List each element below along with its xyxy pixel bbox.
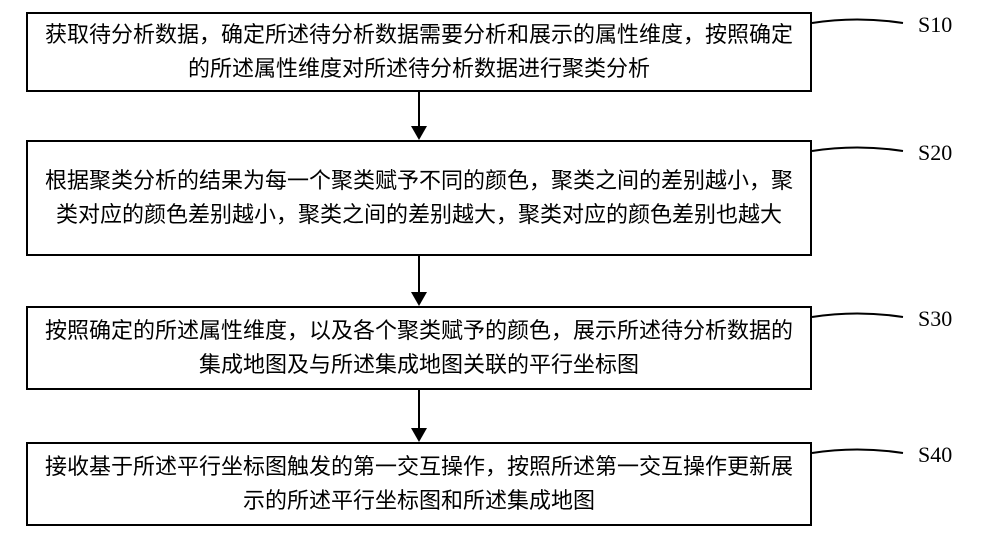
step-label-s30: S30	[918, 306, 952, 332]
step-box-s30: 按照确定的所述属性维度，以及各个聚类赋予的颜色，展示所述待分析数据的集成地图及与…	[26, 306, 812, 390]
step-label-s20: S20	[918, 140, 952, 166]
step-text-s10: 获取待分析数据，确定所述待分析数据需要分析和展示的属性维度，按照确定的所述属性维…	[44, 18, 794, 86]
step-text-s20: 根据聚类分析的结果为每一个聚类赋予不同的颜色，聚类之间的差别越小，聚类对应的颜色…	[44, 164, 794, 232]
step-text-s30: 按照确定的所述属性维度，以及各个聚类赋予的颜色，展示所述待分析数据的集成地图及与…	[44, 314, 794, 382]
step-label-s10: S10	[918, 12, 952, 38]
step-label-s40: S40	[918, 442, 952, 468]
step-box-s40: 接收基于所述平行坐标图触发的第一交互操作，按照所述第一交互操作更新展示的所述平行…	[26, 442, 812, 526]
step-box-s10: 获取待分析数据，确定所述待分析数据需要分析和展示的属性维度，按照确定的所述属性维…	[26, 12, 812, 92]
step-box-s20: 根据聚类分析的结果为每一个聚类赋予不同的颜色，聚类之间的差别越小，聚类对应的颜色…	[26, 140, 812, 256]
step-text-s40: 接收基于所述平行坐标图触发的第一交互操作，按照所述第一交互操作更新展示的所述平行…	[44, 450, 794, 518]
flowchart-canvas: 获取待分析数据，确定所述待分析数据需要分析和展示的属性维度，按照确定的所述属性维…	[0, 0, 1000, 547]
